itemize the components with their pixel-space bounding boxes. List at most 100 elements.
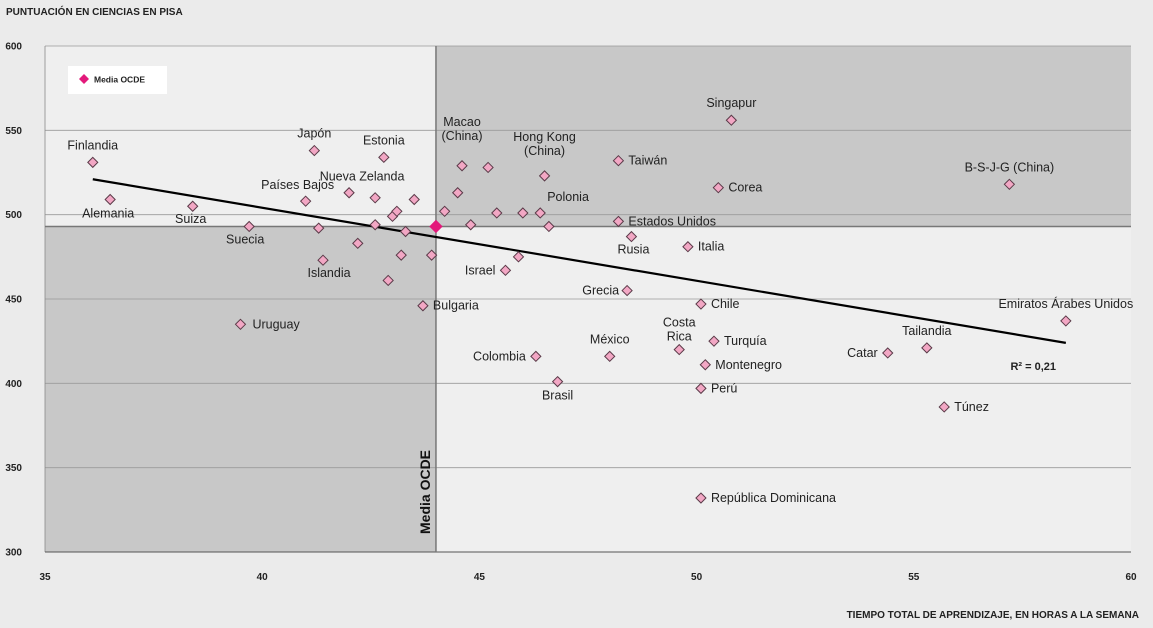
data-point [312,222,325,234]
point-label: Costa Rica [663,316,696,344]
data-point [625,230,638,243]
point-label: Alemania [82,206,134,220]
data-point [425,249,438,261]
point-label: Túnez [954,400,989,414]
data-point [882,347,894,359]
data-point [343,187,355,199]
data-point [695,298,707,310]
point-label: Perú [711,381,737,395]
point-label: Suiza [175,212,206,226]
point-label: Singapur [706,96,756,110]
legend-marker [79,74,89,84]
data-point [1060,315,1072,327]
data-point [456,160,468,172]
data-point [391,205,403,218]
data-point [695,492,707,504]
x-tick-label: 45 [474,572,486,583]
x-tick-label: 35 [39,572,51,583]
y-tick-label: 400 [5,379,22,390]
data-point [538,170,551,182]
data-point [534,207,546,219]
data-point [465,219,477,231]
point-label: Italia [698,240,724,254]
y-tick-label: 550 [5,126,22,137]
point-label: México [590,332,630,346]
data-point [512,251,525,263]
data-point [1003,178,1016,191]
y-tick-label: 300 [5,548,22,559]
x-tick-label: 60 [1125,572,1137,583]
point-label: Brasil [542,389,573,403]
data-point [243,220,255,233]
data-point [451,187,464,199]
point-label: B-S-J-G (China) [965,160,1055,174]
x-axis-title: TIEMPO TOTAL DE APRENDIZAJE, EN HORAS A … [847,610,1139,621]
point-label: Islandia [307,266,350,280]
data-point [382,274,394,287]
point-label: Estados Unidos [628,214,716,228]
data-point [317,254,329,266]
data-point [551,375,564,388]
point-label: Hong Kong (China) [513,130,576,158]
data-point [708,335,720,347]
point-label: Estonia [363,133,405,147]
point-label: Japón [297,127,331,141]
data-point [712,181,725,194]
data-point [682,241,694,253]
x-tick-label: 50 [691,572,703,583]
data-point [530,350,542,363]
data-point [308,144,321,157]
data-point [399,225,412,238]
point-label: Corea [728,181,762,195]
data-point [104,193,116,206]
data-point [938,401,950,413]
data-point [408,193,420,206]
y-tick-label: 500 [5,210,22,221]
point-label: Países Bajos [261,178,334,192]
point-label: Taiwán [628,154,667,168]
point-label: Finlandia [67,138,118,152]
point-label: Catar [847,346,878,360]
point-label: Colombia [473,349,526,363]
legend-label: Media OCDE [94,75,145,85]
x-tick-label: 55 [908,572,920,583]
quadrant-bottom-right [435,226,1132,552]
data-point [395,249,407,261]
oecd-mean-axis-label: Media OCDE [417,450,433,534]
point-label: Chile [711,297,740,311]
y-tick-label: 600 [5,42,22,53]
y-tick-label: 350 [5,463,22,474]
point-label: Grecia [582,284,619,298]
quadrant-top-right [435,46,1132,227]
data-point [604,350,616,363]
data-point [612,154,625,167]
r-squared-label: R² = 0,21 [1010,361,1056,373]
data-point [234,318,247,331]
data-point [299,195,312,207]
data-point [921,342,933,354]
data-point [725,114,738,126]
data-point [499,264,512,277]
data-point [378,151,390,164]
data-point [543,220,555,233]
point-label: República Dominicana [711,491,836,505]
point-label: Nueva Zelanda [320,170,405,184]
point-label: Tailandia [902,324,951,338]
data-point [417,300,429,312]
data-point [612,215,625,228]
point-label: Israel [465,263,496,277]
point-label: Emiratos Árabes Unidos [998,296,1133,311]
point-label: Polonia [547,190,589,204]
data-point [482,161,494,174]
point-label: Macao (China) [442,115,483,143]
data-point [369,192,381,204]
trendline [92,178,1067,344]
data-point [695,382,707,395]
data-point [699,359,711,371]
data-point [491,207,503,219]
data-point [621,284,633,297]
x-tick-label: 40 [257,572,269,583]
data-point [186,200,199,212]
